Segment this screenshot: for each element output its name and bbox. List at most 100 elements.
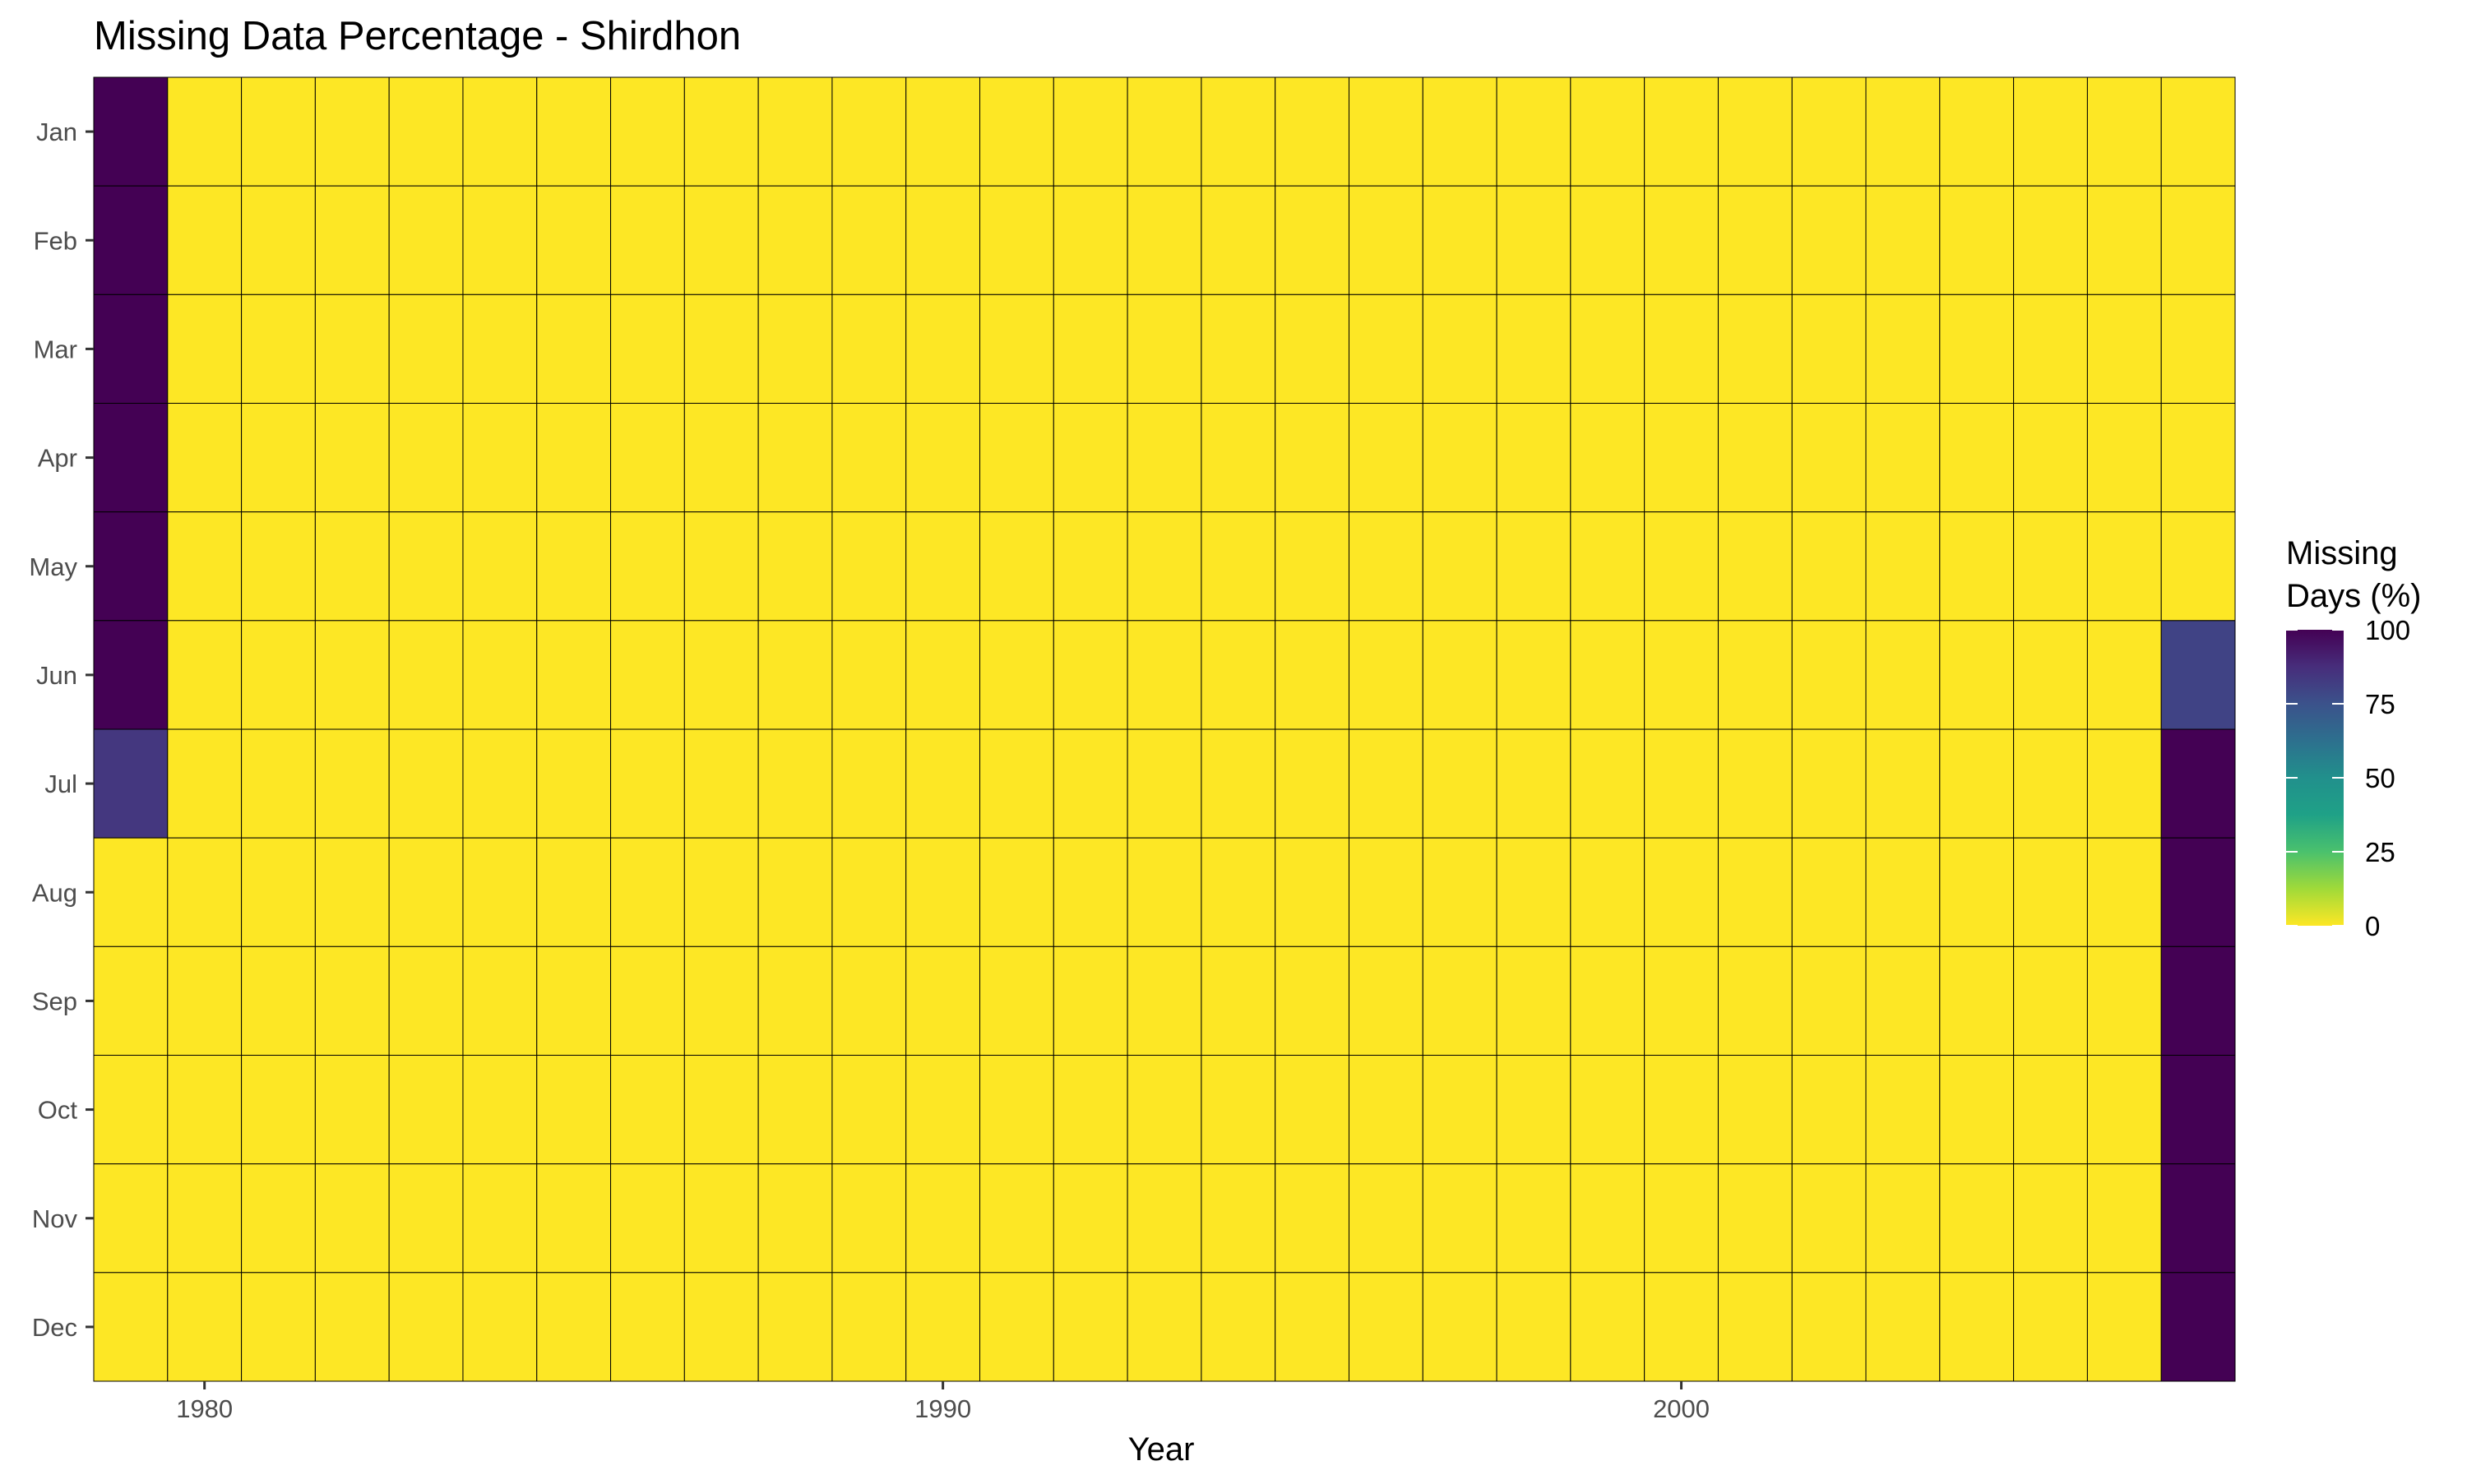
y-tick-label: Jul	[44, 770, 77, 798]
heatmap-cell	[1496, 620, 1571, 730]
heatmap-cell	[2160, 1055, 2236, 1165]
heatmap-cell	[1496, 837, 1571, 947]
heatmap-cell	[1865, 403, 1941, 513]
legend-tick-label: 75	[2365, 689, 2395, 719]
heatmap-cell	[2013, 1272, 2088, 1382]
heatmap-cell	[1644, 185, 1719, 295]
heatmap-cell	[462, 945, 538, 1056]
heatmap-cell	[757, 1055, 833, 1165]
heatmap-cell	[2160, 1163, 2236, 1274]
heatmap-cell	[683, 511, 759, 622]
heatmap-cell	[167, 76, 243, 187]
heatmap-cell	[1496, 1163, 1571, 1274]
heatmap-cell	[1496, 1272, 1571, 1382]
heatmap-cell	[1496, 945, 1571, 1056]
heatmap-cell	[683, 945, 759, 1056]
heatmap-cell	[1201, 945, 1276, 1056]
heatmap-cell	[241, 294, 316, 405]
heatmap-cell	[536, 620, 612, 730]
heatmap-cell	[1496, 1055, 1571, 1165]
heatmap-cell	[1791, 294, 1867, 405]
y-tick-label: Jan	[36, 118, 77, 146]
heatmap-cell	[536, 1163, 612, 1274]
y-tick-label: Feb	[34, 226, 77, 255]
heatmap-cell	[1717, 945, 1793, 1056]
heatmap-cell	[1348, 837, 1423, 947]
heatmap-cell	[831, 1163, 907, 1274]
heatmap-cell	[1865, 294, 1941, 405]
heatmap-cell	[93, 728, 169, 839]
heatmap-cell	[1348, 76, 1423, 187]
heatmap-cell	[536, 76, 612, 187]
heatmap-cell	[1275, 728, 1349, 839]
heatmap-cell	[1127, 76, 1202, 187]
heatmap-cell	[1644, 294, 1719, 405]
heatmap-cell	[1939, 837, 2015, 947]
heatmap-cell	[1201, 1163, 1276, 1274]
heatmap-cell	[388, 1055, 464, 1165]
heatmap-cell	[93, 837, 169, 947]
heatmap-cell	[1496, 76, 1571, 187]
heatmap-cell	[831, 945, 907, 1056]
y-axis: Jan Feb Mar Apr May Jun Jul Aug Sep Oct Nov Dec	[29, 118, 94, 1342]
heatmap-cell	[905, 1272, 981, 1382]
heatmap-cell	[979, 403, 1054, 513]
heatmap-cell	[1570, 1163, 1645, 1274]
heatmap-cell	[757, 403, 833, 513]
heatmap-cell	[1717, 1163, 1793, 1274]
heatmap-cell	[1422, 185, 1497, 295]
heatmap-cell	[462, 1055, 538, 1165]
heatmap-cell	[1939, 294, 2015, 405]
heatmap-cell	[314, 1163, 390, 1274]
heatmap-cell	[905, 294, 981, 405]
heatmap-cell	[1422, 76, 1497, 187]
heatmap-cell	[610, 1055, 685, 1165]
heatmap-cell	[1422, 837, 1497, 947]
heatmap-cell	[241, 728, 316, 839]
heatmap-cell	[388, 945, 464, 1056]
heatmap-cell	[536, 945, 612, 1056]
heatmap-cell	[1422, 728, 1497, 839]
heatmap-cell	[683, 1055, 759, 1165]
heatmap-cell	[1496, 185, 1571, 295]
heatmap-cells	[93, 76, 2236, 1382]
y-tick-label: May	[29, 552, 77, 581]
heatmap-cell	[1053, 511, 1128, 622]
heatmap-cell	[1570, 1272, 1645, 1382]
heatmap-cell	[1791, 1272, 1867, 1382]
heatmap-cell	[1127, 837, 1202, 947]
heatmap-cell	[1644, 511, 1719, 622]
heatmap-cell	[1201, 837, 1276, 947]
heatmap-cell	[314, 185, 390, 295]
heatmap-cell	[2160, 620, 2236, 730]
heatmap-cell	[314, 294, 390, 405]
heatmap-cell	[1791, 620, 1867, 730]
heatmap-cell	[2086, 511, 2162, 622]
heatmap-cell	[93, 620, 169, 730]
heatmap-cell	[1865, 76, 1941, 187]
heatmap-cell	[1348, 1055, 1423, 1165]
heatmap-cell	[536, 511, 612, 622]
heatmap-cell	[1422, 294, 1497, 405]
heatmap-cell	[1201, 728, 1276, 839]
heatmap-cell	[757, 728, 833, 839]
heatmap-cell	[93, 76, 169, 187]
heatmap-cell	[1791, 728, 1867, 839]
heatmap-cell	[2160, 728, 2236, 839]
heatmap-cell	[1939, 1055, 2015, 1165]
heatmap-cell	[388, 620, 464, 730]
heatmap-cell	[979, 1163, 1054, 1274]
heatmap-cell	[1422, 945, 1497, 1056]
heatmap-cell	[1717, 1272, 1793, 1382]
heatmap-cell	[167, 511, 243, 622]
heatmap-cell	[167, 728, 243, 839]
heatmap-cell	[1053, 76, 1128, 187]
heatmap-cell	[610, 1272, 685, 1382]
heatmap-cell	[1939, 403, 2015, 513]
heatmap-cell	[610, 1163, 685, 1274]
heatmap-cell	[314, 945, 390, 1056]
heatmap-cell	[462, 1163, 538, 1274]
heatmap-cell	[388, 185, 464, 295]
heatmap-cell	[1865, 1055, 1941, 1165]
